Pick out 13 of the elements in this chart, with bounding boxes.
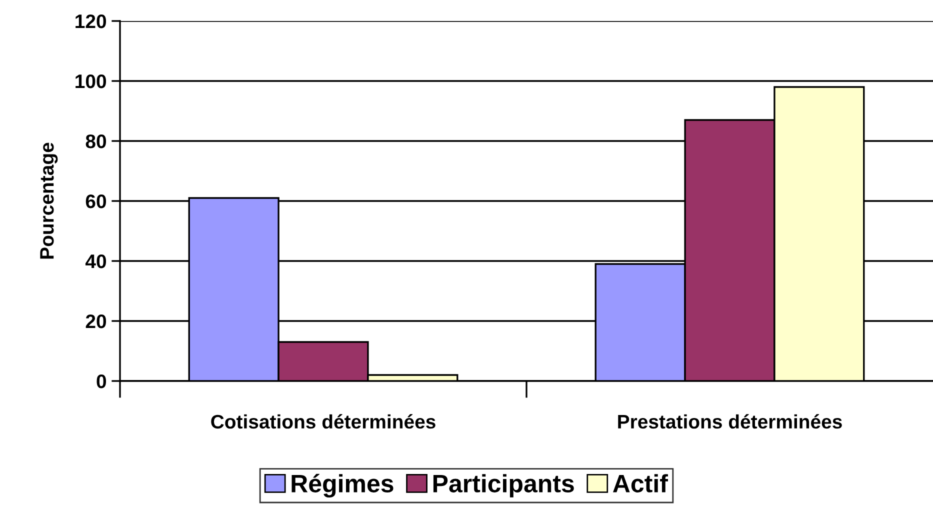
y-tick-label: 20 [86,314,106,328]
legend-label: Actif [612,474,668,492]
x-tick-label: Prestations déterminées [618,414,842,429]
legend-label: Participants [433,474,574,498]
y-tick-label: 60 [86,194,106,208]
y-tick-label: 120 [76,14,106,28]
y-tick-label: 80 [86,134,106,148]
x-tick-label: Cotisations déterminées [211,414,436,429]
y-tick-label: 0 [96,374,106,388]
y-tick-label: 40 [85,254,106,268]
y-tick-label: 100 [76,74,106,88]
legend-label: Régimes [292,474,394,498]
y-axis-title: Pourcentage [40,142,58,259]
